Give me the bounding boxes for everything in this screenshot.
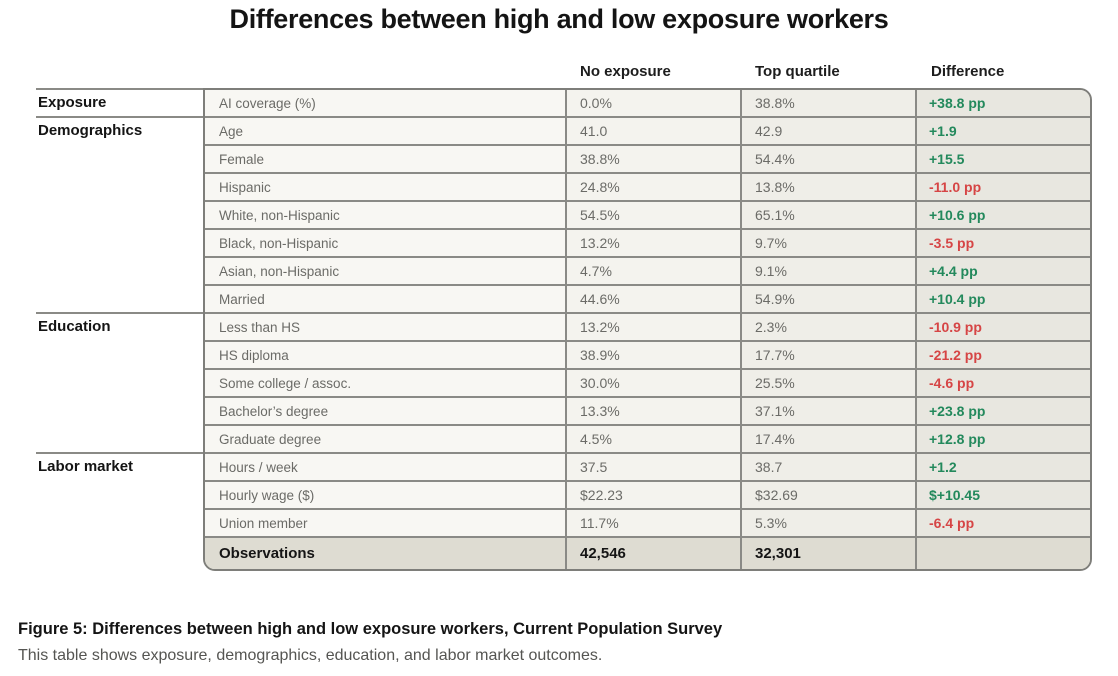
no-exposure-value: 11.7% — [567, 510, 742, 536]
no-exposure-value: $22.23 — [567, 482, 742, 508]
table-row: Hours / week 37.5 38.7 +1.2 — [205, 454, 1090, 482]
no-exposure-value: 4.5% — [567, 426, 742, 452]
table-row: Asian, non-Hispanic 4.7% 9.1% +4.4 pp — [205, 258, 1090, 286]
table-row: Black, non-Hispanic 13.2% 9.7% -3.5 pp — [205, 230, 1090, 258]
column-header-difference: Difference — [931, 63, 1005, 80]
difference-value: $+10.45 — [917, 482, 1090, 508]
difference-value: -10.9 pp — [917, 314, 1090, 340]
top-quartile-value: 17.7% — [742, 342, 917, 368]
difference-value: +10.4 pp — [917, 286, 1090, 312]
no-exposure-value: 44.6% — [567, 286, 742, 312]
column-header-top-quartile: Top quartile — [755, 63, 840, 80]
top-quartile-value: 17.4% — [742, 426, 917, 452]
row-label: Age — [205, 118, 567, 144]
table-row: Age 41.0 42.9 +1.9 — [205, 118, 1090, 146]
row-label: White, non-Hispanic — [205, 202, 567, 228]
row-label: Married — [205, 286, 567, 312]
no-exposure-value: 4.7% — [567, 258, 742, 284]
top-quartile-value: 25.5% — [742, 370, 917, 396]
no-exposure-value: 54.5% — [567, 202, 742, 228]
no-exposure-value: 41.0 — [567, 118, 742, 144]
table-row: White, non-Hispanic 54.5% 65.1% +10.6 pp — [205, 202, 1090, 230]
top-quartile-value: 54.4% — [742, 146, 917, 172]
group-label: Labor market — [36, 452, 203, 536]
top-quartile-value: 2.3% — [742, 314, 917, 340]
top-quartile-value: $32.69 — [742, 482, 917, 508]
figure-caption-subtitle: This table shows exposure, demographics,… — [18, 647, 603, 664]
group-label: Demographics — [36, 116, 203, 312]
table-row: AI coverage (%) 0.0% 38.8% +38.8 pp — [205, 90, 1090, 118]
difference-value: +15.5 — [917, 146, 1090, 172]
difference-value: -21.2 pp — [917, 342, 1090, 368]
no-exposure-value: 13.2% — [567, 314, 742, 340]
difference-value: -3.5 pp — [917, 230, 1090, 256]
figure-caption-title: Figure 5: Differences between high and l… — [18, 620, 723, 638]
difference-value: +10.6 pp — [917, 202, 1090, 228]
difference-value: +4.4 pp — [917, 258, 1090, 284]
row-label: AI coverage (%) — [205, 90, 567, 116]
difference-value: -4.6 pp — [917, 370, 1090, 396]
observations-difference — [917, 538, 1090, 569]
column-header-no-exposure: No exposure — [580, 63, 671, 80]
top-quartile-value: 9.1% — [742, 258, 917, 284]
row-label: Less than HS — [205, 314, 567, 340]
no-exposure-value: 37.5 — [567, 454, 742, 480]
table-title: Differences between high and low exposur… — [229, 4, 889, 34]
no-exposure-value: 0.0% — [567, 90, 742, 116]
no-exposure-value: 30.0% — [567, 370, 742, 396]
table-row: Less than HS 13.2% 2.3% -10.9 pp — [205, 314, 1090, 342]
table-row: Bachelor’s degree 13.3% 37.1% +23.8 pp — [205, 398, 1090, 426]
table-row: Married 44.6% 54.9% +10.4 pp — [205, 286, 1090, 314]
top-quartile-value: 13.8% — [742, 174, 917, 200]
difference-value: +23.8 pp — [917, 398, 1090, 424]
row-label: Hispanic — [205, 174, 567, 200]
table-row: Hispanic 24.8% 13.8% -11.0 pp — [205, 174, 1090, 202]
top-quartile-value: 38.7 — [742, 454, 917, 480]
top-quartile-value: 54.9% — [742, 286, 917, 312]
table-row: Hourly wage ($) $22.23 $32.69 $+10.45 — [205, 482, 1090, 510]
observations-label: Observations — [205, 538, 567, 569]
row-label: Bachelor’s degree — [205, 398, 567, 424]
difference-value: +12.8 pp — [917, 426, 1090, 452]
group-label: Education — [36, 312, 203, 452]
table-row: Female 38.8% 54.4% +15.5 — [205, 146, 1090, 174]
no-exposure-value: 13.3% — [567, 398, 742, 424]
top-quartile-value: 5.3% — [742, 510, 917, 536]
table-body: AI coverage (%) 0.0% 38.8% +38.8 pp Age 41.0 4… — [203, 88, 1092, 571]
observations-row: Observations 42,546 32,301 — [205, 538, 1090, 569]
top-quartile-value: 65.1% — [742, 202, 917, 228]
row-label: HS diploma — [205, 342, 567, 368]
row-label: Black, non-Hispanic — [205, 230, 567, 256]
difference-value: -6.4 pp — [917, 510, 1090, 536]
no-exposure-value: 38.9% — [567, 342, 742, 368]
row-label: Hourly wage ($) — [205, 482, 567, 508]
top-quartile-value: 42.9 — [742, 118, 917, 144]
top-quartile-value: 9.7% — [742, 230, 917, 256]
table-row: Graduate degree 4.5% 17.4% +12.8 pp — [205, 426, 1090, 454]
top-quartile-value: 38.8% — [742, 90, 917, 116]
row-label: Asian, non-Hispanic — [205, 258, 567, 284]
observations-no-exposure: 42,546 — [567, 538, 742, 569]
group-label: Exposure — [36, 88, 203, 116]
row-label: Hours / week — [205, 454, 567, 480]
observations-top-quartile: 32,301 — [742, 538, 917, 569]
row-label: Graduate degree — [205, 426, 567, 452]
table-row: Some college / assoc. 30.0% 25.5% -4.6 pp — [205, 370, 1090, 398]
difference-value: -11.0 pp — [917, 174, 1090, 200]
row-label: Union member — [205, 510, 567, 536]
row-label: Female — [205, 146, 567, 172]
top-quartile-value: 37.1% — [742, 398, 917, 424]
no-exposure-value: 13.2% — [567, 230, 742, 256]
no-exposure-value: 24.8% — [567, 174, 742, 200]
difference-value: +1.2 — [917, 454, 1090, 480]
no-exposure-value: 38.8% — [567, 146, 742, 172]
difference-value: +1.9 — [917, 118, 1090, 144]
table-row: Union member 11.7% 5.3% -6.4 pp — [205, 510, 1090, 538]
category-spacer — [36, 536, 203, 540]
difference-value: +38.8 pp — [917, 90, 1090, 116]
table-row: HS diploma 38.9% 17.7% -21.2 pp — [205, 342, 1090, 370]
row-label: Some college / assoc. — [205, 370, 567, 396]
